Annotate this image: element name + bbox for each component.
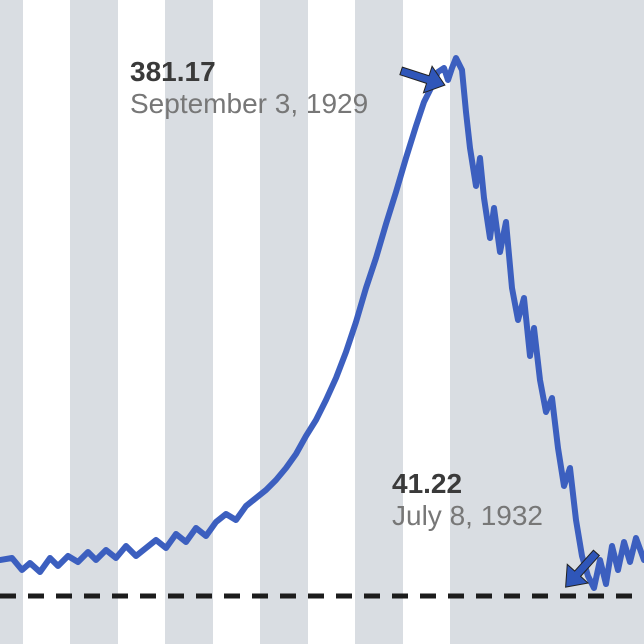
chart-svg [0, 0, 644, 644]
stock-chart: 381.17 September 3, 1929 41.22 July 8, 1… [0, 0, 644, 644]
price-line [0, 58, 644, 588]
